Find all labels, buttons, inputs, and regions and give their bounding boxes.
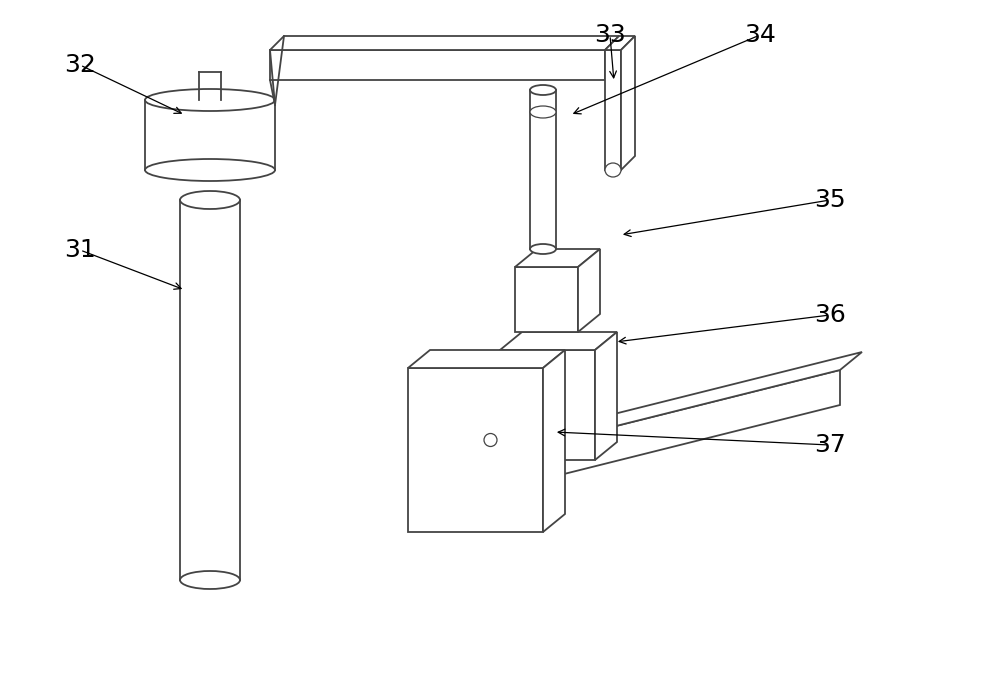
Polygon shape <box>500 350 595 460</box>
Polygon shape <box>408 350 565 368</box>
Bar <box>605 50 621 170</box>
Text: 36: 36 <box>814 303 846 327</box>
Polygon shape <box>480 352 862 460</box>
Text: 32: 32 <box>64 53 96 77</box>
Ellipse shape <box>530 85 556 95</box>
Text: 31: 31 <box>64 238 96 262</box>
Polygon shape <box>605 36 635 50</box>
Text: 34: 34 <box>744 23 776 47</box>
Polygon shape <box>515 267 578 332</box>
Polygon shape <box>500 332 617 350</box>
Ellipse shape <box>484 434 497 447</box>
Ellipse shape <box>180 191 240 209</box>
Bar <box>270 50 605 80</box>
Ellipse shape <box>530 244 556 254</box>
Polygon shape <box>270 36 619 50</box>
Bar <box>200 70 220 102</box>
Ellipse shape <box>145 159 275 181</box>
Polygon shape <box>578 249 600 332</box>
Polygon shape <box>543 350 565 532</box>
Polygon shape <box>621 36 635 170</box>
Bar <box>530 90 556 249</box>
Text: 35: 35 <box>814 188 846 212</box>
Text: 37: 37 <box>814 433 846 457</box>
Ellipse shape <box>180 571 240 589</box>
Polygon shape <box>515 249 600 267</box>
Ellipse shape <box>145 89 275 111</box>
Bar <box>180 200 240 580</box>
Polygon shape <box>480 370 840 495</box>
Polygon shape <box>408 368 543 532</box>
Polygon shape <box>595 332 617 460</box>
Ellipse shape <box>605 163 621 177</box>
Polygon shape <box>480 442 502 495</box>
Bar <box>145 100 275 170</box>
Ellipse shape <box>530 106 556 118</box>
Text: 33: 33 <box>594 23 626 47</box>
